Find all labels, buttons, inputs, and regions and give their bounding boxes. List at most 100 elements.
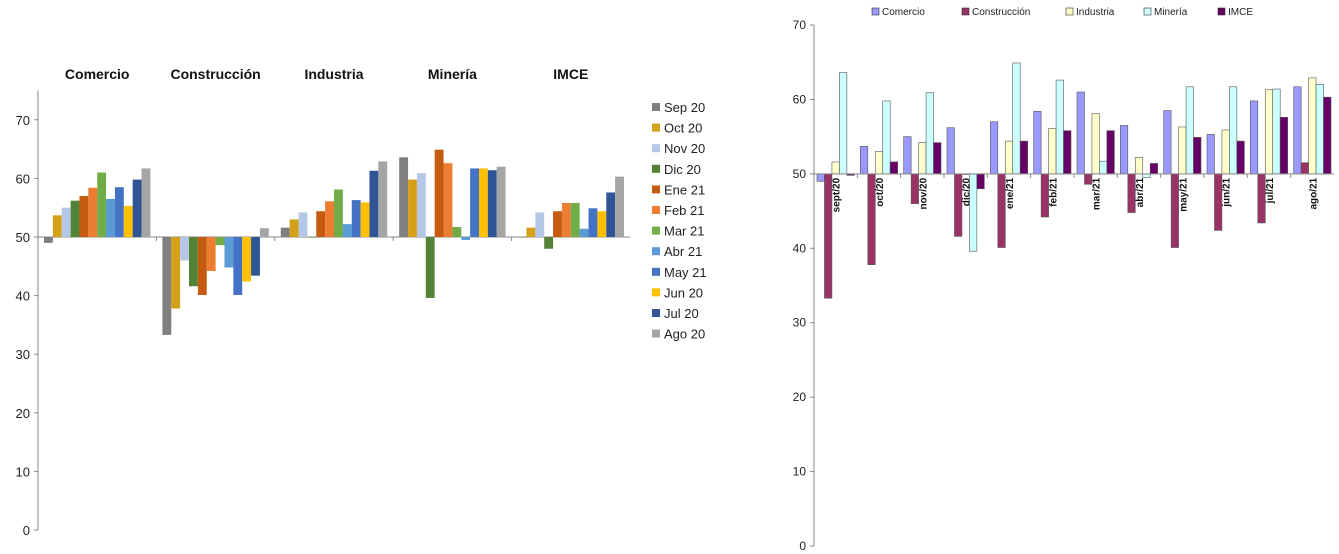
y-tick-label: 40 [793,241,807,255]
category-label: Industria [304,66,363,82]
bar [52,215,62,237]
y-tick-label: 10 [793,465,807,479]
y-tick-label: 50 [793,167,807,181]
bar [1106,130,1115,175]
y-tick-label: 70 [793,18,807,32]
bar [1149,163,1158,175]
bar [903,136,912,175]
bar [180,237,189,261]
bar [399,157,409,237]
bar [1323,96,1332,175]
y-tick-label: 70 [16,113,30,128]
bar [452,227,462,237]
bar [1019,140,1028,175]
legend-label: Abr 21 [664,244,702,259]
bar [579,228,589,237]
bar [1300,162,1309,175]
legend-swatch [652,329,660,338]
bar [307,237,317,238]
legend-label: Comercio [882,7,925,18]
legend-label: Mar 21 [664,224,704,239]
legend-swatch [1143,7,1152,16]
bar [860,146,869,175]
bar [1033,111,1042,175]
legend-swatch [652,309,660,317]
bar [197,237,207,296]
bar [1178,126,1187,175]
y-tick-label: 0 [23,523,30,538]
y-tick-label: 0 [799,539,806,553]
bar [1063,130,1072,175]
bar [976,173,985,190]
bar [496,166,506,237]
bar [334,189,343,237]
legend-swatch [652,226,660,235]
bar [443,163,453,237]
bar [487,170,497,237]
bar [1004,140,1014,175]
chart-months-by-sector: 0 10 20 30 40 50 60 70 sept/20 oct/20 nov/20 dic/20… [793,7,1334,553]
legend-label: Sep 20 [664,100,705,115]
bar [280,227,290,237]
bar [479,168,488,237]
legend-swatch [1065,7,1074,16]
legend-swatch [652,144,660,153]
bar [990,121,999,175]
legend-swatch [652,185,660,194]
bar [874,151,884,175]
y-tick-label: 40 [16,289,30,304]
bar [416,173,426,237]
bar [831,161,840,175]
legend-label: Industria [1076,7,1115,18]
legend-swatch [652,247,660,256]
bar [882,100,891,175]
bar [325,201,334,237]
bar [342,224,352,237]
bar [1076,91,1085,175]
x-tick-label: ene/21 [1005,177,1016,209]
bar [79,195,89,237]
bar [1193,137,1202,175]
bar [535,212,545,237]
bar [44,237,53,243]
bar [1120,125,1129,175]
bar [425,237,435,298]
bar [1272,88,1281,175]
bar [1221,129,1230,175]
bar [1308,77,1317,175]
category-label: IMCE [553,66,588,82]
y-tick-label: 30 [16,347,30,362]
bar [1206,134,1215,175]
bar [114,187,124,237]
legend-swatch [652,123,660,132]
bar [606,192,616,237]
bar [561,203,571,237]
bar [1012,62,1021,175]
y-tick-label: 50 [16,230,30,245]
bar [517,237,527,238]
bar [615,176,624,237]
y-tick-label: 20 [16,406,30,421]
bar [251,237,260,276]
bar [933,142,942,175]
bar [918,142,927,175]
bar [1229,86,1238,175]
legend-label: May 21 [664,265,707,280]
bar [461,237,471,240]
bar [106,198,115,237]
x-tick-label: oct/20 [875,177,886,206]
bar [171,237,181,309]
bar [360,202,370,237]
bar [215,237,225,246]
bar [233,237,243,296]
x-tick-label: ago/21 [1308,177,1319,209]
bar [259,228,269,237]
bar [224,237,234,268]
bar [1091,113,1100,175]
y-tick-label: 10 [16,464,30,479]
x-tick-label: dic/20 [962,177,973,206]
bar [1055,79,1064,175]
bar [1099,160,1108,175]
bar [162,237,172,335]
bar [189,237,198,287]
